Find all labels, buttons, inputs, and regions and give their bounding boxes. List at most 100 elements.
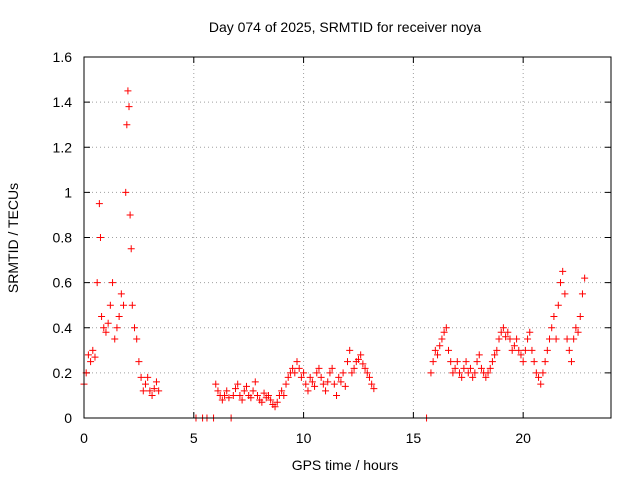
data-point (302, 380, 310, 388)
x-tick-label: 0 (80, 430, 88, 446)
data-point (438, 335, 446, 343)
data-point (449, 369, 457, 377)
data-point (126, 211, 134, 219)
data-point (471, 369, 479, 377)
data-point (113, 324, 121, 332)
tick-labels: 0 5 10 15 20 0 0.2 0.4 0.6 0.8 1 1.2 1.4 1.6 (53, 49, 532, 446)
data-point (537, 380, 545, 388)
x-axis-label: GPS time / hours (292, 457, 399, 473)
data-point (445, 346, 453, 354)
data-point (251, 378, 259, 386)
data-point (96, 234, 104, 241)
y-tick-label: 1.4 (53, 94, 73, 110)
data-point (581, 274, 589, 282)
data-point (304, 387, 312, 395)
data-point (546, 335, 554, 343)
data-point (539, 369, 547, 377)
data-point (477, 364, 485, 372)
data-point (280, 391, 288, 399)
data-point (572, 324, 580, 332)
data-point (117, 290, 125, 298)
x-tick-label: 15 (406, 430, 422, 446)
data-point (84, 351, 92, 359)
chart-title: Day 074 of 2025, SRMTID for receiver noy… (209, 19, 482, 35)
data-point (232, 385, 240, 393)
data-point (102, 328, 110, 336)
data-point (504, 328, 512, 336)
data-point (291, 369, 299, 377)
data-point (541, 358, 549, 366)
data-point (532, 369, 540, 377)
data-point (218, 396, 226, 404)
data-point (328, 364, 336, 372)
x-tick-label: 10 (296, 430, 312, 446)
data-point (87, 358, 95, 366)
data-point (359, 360, 367, 368)
data-point (508, 346, 516, 354)
data-point (139, 387, 147, 395)
data-point (348, 369, 356, 377)
data-point (106, 301, 114, 309)
data-point (120, 301, 128, 309)
data-point (491, 351, 499, 359)
data-point (519, 358, 527, 366)
data-point (528, 346, 536, 354)
data-point (535, 373, 543, 381)
y-tick-label: 0.6 (53, 275, 73, 291)
data-point (249, 387, 257, 395)
y-tick-label: 1.6 (53, 49, 73, 65)
data-point (91, 353, 99, 361)
data-point (212, 380, 220, 388)
data-point (293, 358, 301, 366)
data-point (214, 387, 222, 395)
data-point (308, 378, 316, 386)
data-point (469, 373, 477, 381)
data-points (80, 87, 589, 422)
data-point (95, 200, 103, 208)
data-point (311, 382, 319, 390)
data-point (125, 103, 133, 111)
data-point (524, 335, 532, 343)
data-point (344, 358, 351, 366)
data-point (278, 387, 286, 395)
data-point (357, 351, 365, 359)
data-point (502, 333, 510, 341)
data-point (354, 355, 362, 363)
grid (84, 57, 611, 418)
data-point (284, 373, 292, 381)
data-point (440, 328, 448, 336)
data-point (548, 324, 556, 332)
x-tick-label: 5 (190, 430, 198, 446)
data-point (273, 398, 281, 406)
data-point (229, 391, 237, 399)
data-point (337, 378, 345, 386)
data-point (131, 324, 139, 332)
y-tick-label: 0 (64, 410, 72, 426)
data-point (324, 378, 332, 386)
data-point (234, 380, 242, 388)
data-point (297, 373, 305, 381)
data-point (115, 312, 123, 320)
data-point (124, 87, 132, 95)
data-point (300, 369, 308, 377)
data-point (464, 369, 472, 377)
data-point (152, 378, 160, 386)
y-tick-label: 0.2 (53, 365, 73, 381)
data-point (133, 335, 141, 343)
data-point (552, 335, 560, 343)
y-tick-label: 1.2 (53, 139, 73, 155)
data-point (135, 358, 143, 366)
data-point (225, 394, 233, 402)
y-tick-label: 0.8 (53, 230, 73, 246)
data-point (333, 391, 341, 399)
data-point (111, 335, 119, 343)
data-point (526, 328, 534, 336)
data-point (495, 335, 503, 343)
data-point (260, 389, 268, 397)
data-point (567, 358, 575, 366)
data-point (368, 380, 376, 388)
data-point (427, 369, 435, 377)
data-point (253, 391, 261, 399)
data-point (561, 290, 569, 298)
data-point (322, 387, 330, 395)
